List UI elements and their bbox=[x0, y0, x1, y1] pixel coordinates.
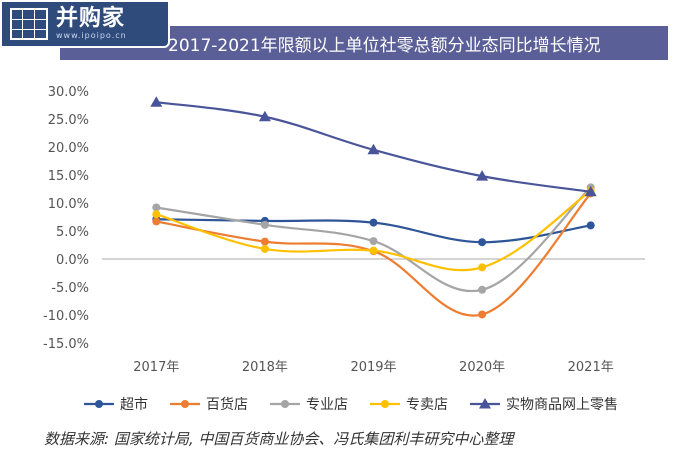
data-point-series-3 bbox=[260, 244, 269, 253]
data-point-series-2 bbox=[478, 285, 487, 294]
data-point-series-2 bbox=[152, 203, 161, 212]
data-point-series-0 bbox=[369, 218, 378, 227]
y-tick-label: 25.0% bbox=[48, 113, 89, 128]
series-line-1 bbox=[156, 192, 592, 317]
y-tick-label: 10.0% bbox=[48, 197, 89, 212]
data-point-series-1 bbox=[478, 310, 487, 319]
data-point-series-2 bbox=[369, 237, 378, 246]
chart-title: 2017-2021年限额以上单位社零总额分业态同比增长情况 bbox=[168, 35, 601, 56]
series-line-3 bbox=[155, 189, 592, 272]
data-point-series-4 bbox=[367, 143, 380, 155]
brand-logo: 并购家 www.ipoipo.cn bbox=[0, 0, 170, 48]
data-point-series-3 bbox=[478, 263, 487, 272]
y-tick-label: 5.0% bbox=[56, 225, 89, 240]
legend-marker-0 bbox=[95, 400, 103, 408]
data-point-series-4 bbox=[150, 96, 163, 107]
legend-marker-3 bbox=[381, 400, 389, 408]
legend-marker-1 bbox=[181, 400, 189, 408]
logo-text: 并购家 bbox=[56, 6, 126, 31]
legend-marker-4 bbox=[479, 398, 491, 409]
y-tick-label: -5.0% bbox=[51, 281, 89, 296]
legend-label-3: 专卖店 bbox=[406, 397, 448, 413]
data-point-series-4 bbox=[476, 170, 489, 181]
data-source-note: 数据来源: 国家统计局, 中国百货商业协会、冯氏集团利丰研究中心整理 bbox=[44, 430, 514, 448]
y-tick-label: 0.0% bbox=[56, 253, 89, 268]
x-tick-label: 2019年 bbox=[350, 360, 396, 375]
data-point-series-1 bbox=[260, 237, 269, 246]
x-tick-label: 2021年 bbox=[568, 360, 614, 375]
series-line-2 bbox=[156, 186, 592, 293]
y-tick-label: 20.0% bbox=[48, 141, 89, 156]
logo-subtext: www.ipoipo.cn bbox=[56, 31, 127, 40]
legend-label-1: 百货店 bbox=[206, 396, 248, 413]
legend-marker-2 bbox=[281, 400, 289, 408]
logo-chart-icon bbox=[10, 8, 48, 40]
data-point-series-0 bbox=[478, 238, 487, 247]
x-tick-label: 2020年 bbox=[459, 360, 505, 375]
data-point-series-4 bbox=[584, 185, 597, 197]
data-point-series-4 bbox=[258, 110, 271, 122]
x-tick-label: 2017年 bbox=[133, 360, 179, 375]
y-tick-label: 30.0% bbox=[48, 85, 89, 100]
x-tick-label: 2018年 bbox=[242, 360, 288, 375]
data-point-series-3 bbox=[152, 210, 161, 219]
legend-label-0: 超市 bbox=[120, 396, 148, 413]
y-tick-label: -15.0% bbox=[43, 337, 89, 352]
data-point-series-0 bbox=[586, 221, 595, 230]
y-tick-label: -10.0% bbox=[43, 309, 89, 324]
legend-label-2: 专业店 bbox=[306, 397, 348, 413]
legend-label-4: 实物商品网上零售 bbox=[506, 397, 618, 413]
data-point-series-2 bbox=[260, 220, 269, 229]
data-point-series-1 bbox=[152, 217, 161, 226]
y-tick-label: 15.0% bbox=[48, 169, 89, 184]
data-point-series-3 bbox=[369, 246, 378, 255]
